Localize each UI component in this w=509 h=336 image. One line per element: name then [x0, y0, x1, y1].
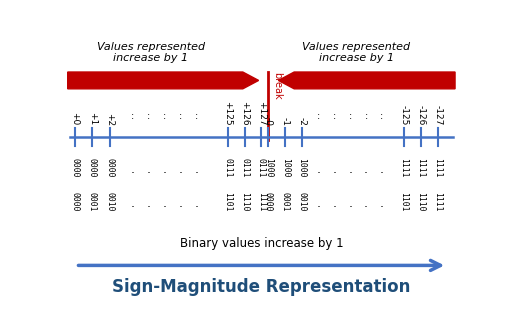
Text: -2: -2 — [297, 117, 305, 126]
Text: :: : — [348, 111, 351, 121]
Text: .: . — [363, 197, 367, 210]
Text: .: . — [194, 163, 198, 176]
Text: 1101: 1101 — [223, 192, 232, 211]
Text: 0000: 0000 — [105, 158, 114, 177]
Text: .: . — [162, 197, 166, 210]
Text: .: . — [332, 197, 336, 210]
Text: 1111: 1111 — [399, 158, 407, 177]
Text: +127: +127 — [257, 101, 265, 126]
Text: 1111: 1111 — [432, 158, 441, 177]
Text: -0: -0 — [264, 117, 272, 126]
Text: :: : — [147, 111, 150, 121]
Text: .: . — [348, 197, 352, 210]
Text: 1111: 1111 — [415, 158, 425, 177]
Text: :: : — [194, 111, 197, 121]
Text: Values represented
increase by 1: Values represented increase by 1 — [301, 42, 410, 63]
Text: +125: +125 — [223, 101, 232, 126]
Text: 1101: 1101 — [399, 192, 407, 211]
Text: .: . — [131, 197, 135, 210]
Text: :: : — [332, 111, 335, 121]
FancyArrow shape — [278, 72, 454, 89]
Text: .: . — [131, 163, 135, 176]
Text: 0010: 0010 — [105, 192, 114, 211]
Text: 0111: 0111 — [240, 158, 249, 177]
Text: -127: -127 — [432, 105, 441, 126]
Text: 1000: 1000 — [297, 158, 305, 177]
Text: .: . — [379, 197, 383, 210]
Text: 1000: 1000 — [280, 158, 289, 177]
Text: .: . — [178, 197, 182, 210]
Text: .: . — [147, 197, 151, 210]
Text: :: : — [380, 111, 383, 121]
Text: -125: -125 — [399, 105, 407, 126]
Text: .: . — [332, 163, 336, 176]
Text: .: . — [316, 163, 320, 176]
Text: +0: +0 — [70, 113, 79, 126]
Text: .: . — [194, 197, 198, 210]
FancyArrow shape — [68, 72, 258, 89]
Text: :: : — [178, 111, 182, 121]
Text: +2: +2 — [105, 113, 114, 126]
Text: break: break — [271, 72, 281, 100]
Text: 0111: 0111 — [257, 158, 265, 177]
Text: :: : — [162, 111, 166, 121]
Text: .: . — [316, 197, 320, 210]
Text: 1110: 1110 — [240, 192, 249, 211]
Text: -1: -1 — [280, 117, 289, 126]
Text: .: . — [162, 163, 166, 176]
Text: 1110: 1110 — [415, 192, 425, 211]
Text: :: : — [317, 111, 320, 121]
Text: 1111: 1111 — [257, 192, 265, 211]
Text: 0000: 0000 — [70, 192, 79, 211]
Text: 1111: 1111 — [432, 192, 441, 211]
Text: Values represented
increase by 1: Values represented increase by 1 — [96, 42, 205, 63]
Text: .: . — [379, 163, 383, 176]
Text: Binary values increase by 1: Binary values increase by 1 — [179, 237, 343, 250]
Text: Sign-Magnitude Representation: Sign-Magnitude Representation — [112, 279, 410, 296]
Text: +126: +126 — [240, 101, 249, 126]
Text: -126: -126 — [415, 105, 425, 126]
Text: .: . — [348, 163, 352, 176]
Text: 0000: 0000 — [88, 158, 97, 177]
Text: .: . — [363, 163, 367, 176]
Text: .: . — [178, 163, 182, 176]
Text: 0010: 0010 — [297, 192, 305, 211]
Text: :: : — [364, 111, 367, 121]
Text: +1: +1 — [88, 113, 97, 126]
Text: :: : — [131, 111, 134, 121]
Text: .: . — [147, 163, 151, 176]
Text: 0001: 0001 — [280, 192, 289, 211]
Text: 0000: 0000 — [70, 158, 79, 177]
Text: 1000: 1000 — [264, 158, 272, 177]
Text: 0111: 0111 — [223, 158, 232, 177]
Text: 0000: 0000 — [264, 192, 272, 211]
Text: 0001: 0001 — [88, 192, 97, 211]
